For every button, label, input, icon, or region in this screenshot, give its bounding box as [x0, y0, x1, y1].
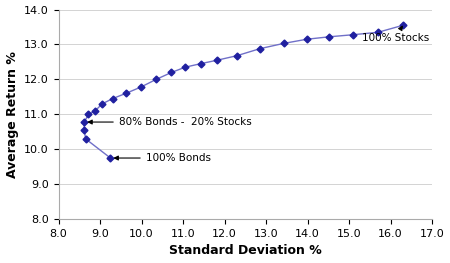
Text: 100% Bonds: 100% Bonds — [114, 153, 211, 163]
Text: 80% Bonds -  20% Stocks: 80% Bonds - 20% Stocks — [88, 117, 252, 127]
X-axis label: Standard Deviation %: Standard Deviation % — [169, 244, 322, 257]
Text: 100% Stocks: 100% Stocks — [361, 26, 429, 43]
Y-axis label: Average Return %: Average Return % — [5, 51, 18, 178]
